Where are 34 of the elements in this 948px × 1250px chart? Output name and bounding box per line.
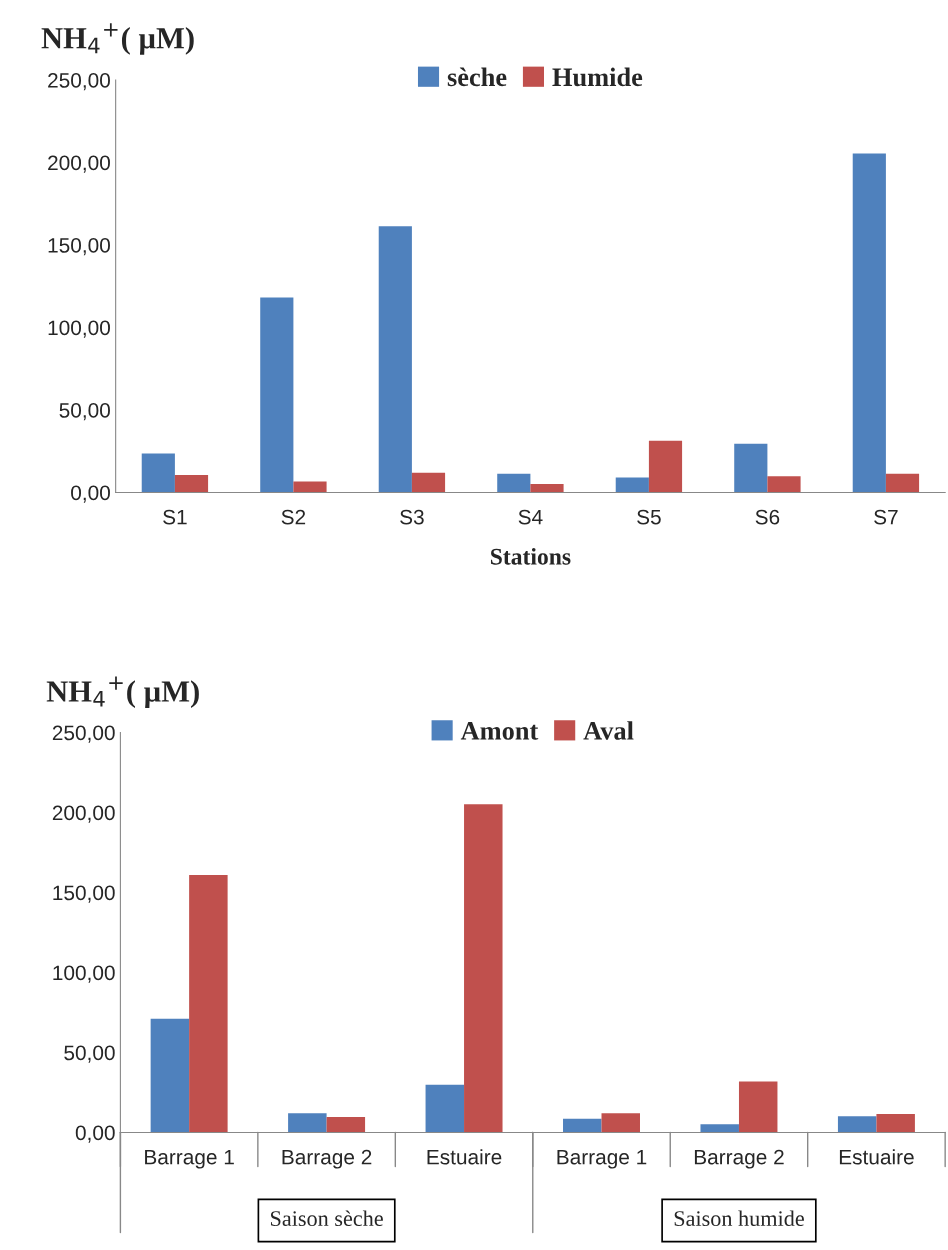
y-tick-label: 0,00 [71,485,110,503]
x-tick-label: S4 [518,509,543,525]
x-tick-label: S7 [874,509,898,525]
x-tick-label: Barrage 2 [282,1149,372,1169]
legend-label: sèche [447,67,507,87]
y-tick-label: 50,00 [59,403,110,421]
y-tick-label: 250,00 [48,73,110,91]
y-tick-label: 250,00 [52,725,115,743]
x-tick-label: Estuaire [427,1149,502,1165]
x-tick-label: S2 [281,509,306,525]
y-tick-label: 150,00 [53,885,115,903]
y-axis-title: NH$_{4}$$^{+}$( µM) [46,676,199,709]
x-axis-title: Stations [490,548,571,565]
y-tick-label: 50,00 [64,1045,115,1063]
x-tick-label: S3 [400,509,424,525]
y-tick-label: 200,00 [48,155,110,173]
y-axis-title: NH$_{4}$$^{+}$( µM) [41,23,194,55]
x-tick-label: Barrage 1 [145,1149,234,1169]
legend-label: Amont [460,722,539,740]
legend-label: Humide [552,67,643,87]
text: Saison sèche [270,1210,383,1227]
y-tick-label: 100,00 [48,320,110,338]
text: Saison humide [674,1210,804,1227]
x-tick-label: S6 [755,509,780,525]
y-tick-label: 200,00 [52,805,115,823]
legend-label: Aval [583,721,634,740]
y-tick-label: 0,00 [75,1125,115,1143]
x-tick-label: Barrage 1 [557,1149,647,1169]
y-tick-label: 150,00 [48,238,110,256]
x-tick-label: S5 [637,509,661,525]
x-tick-label: Barrage 2 [694,1149,784,1169]
x-tick-label: S1 [163,509,187,525]
x-tick-label: Estuaire [839,1149,914,1165]
y-tick-label: 100,00 [53,965,115,983]
